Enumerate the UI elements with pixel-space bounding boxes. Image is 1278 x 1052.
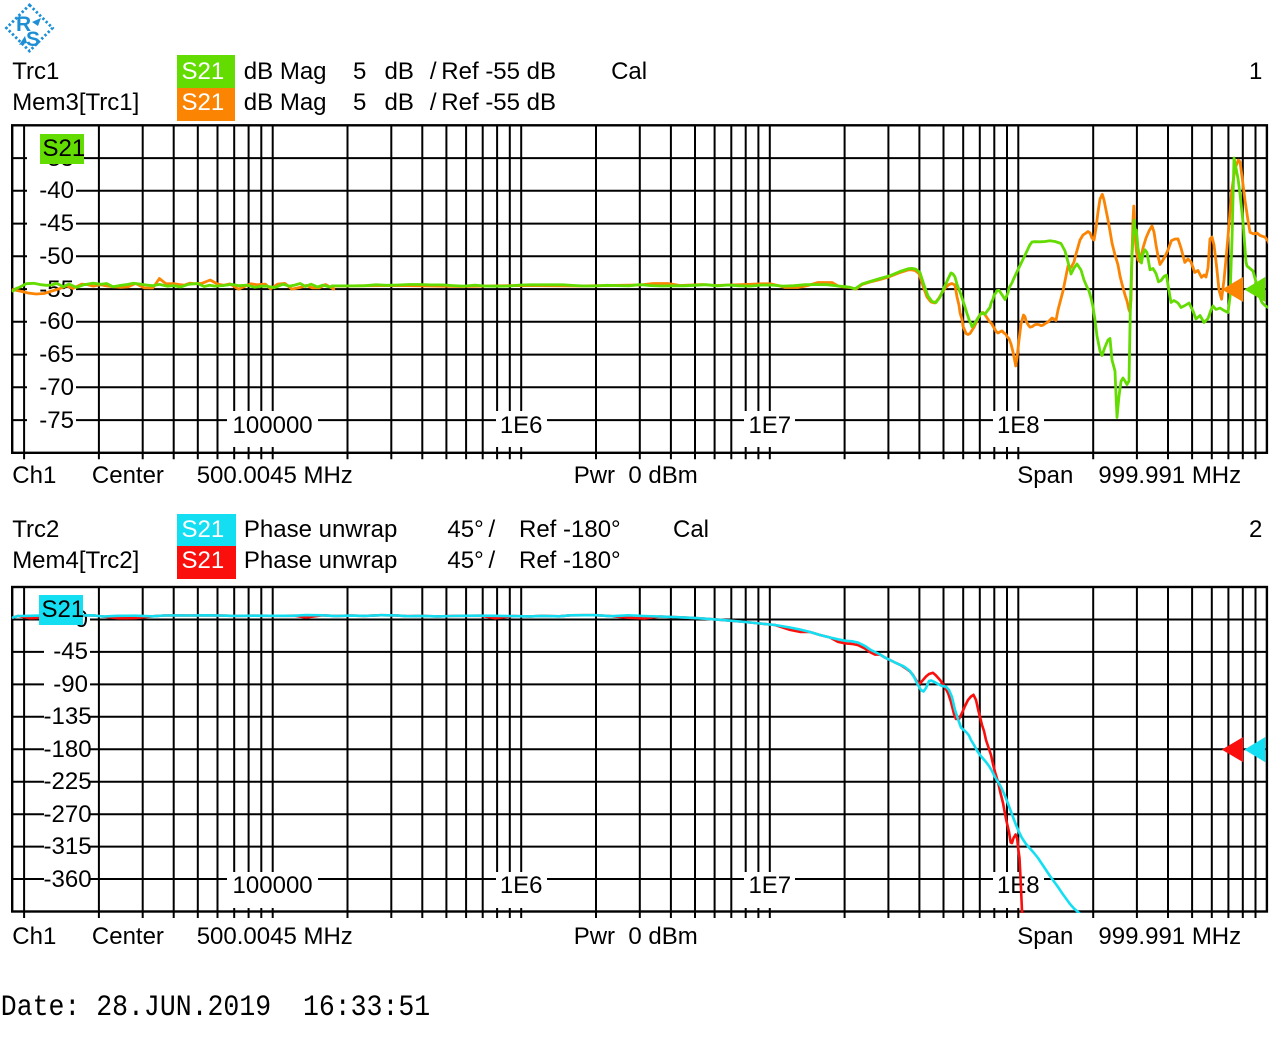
svg-text:R: R [16, 13, 31, 36]
svg-text:S: S [26, 28, 40, 51]
